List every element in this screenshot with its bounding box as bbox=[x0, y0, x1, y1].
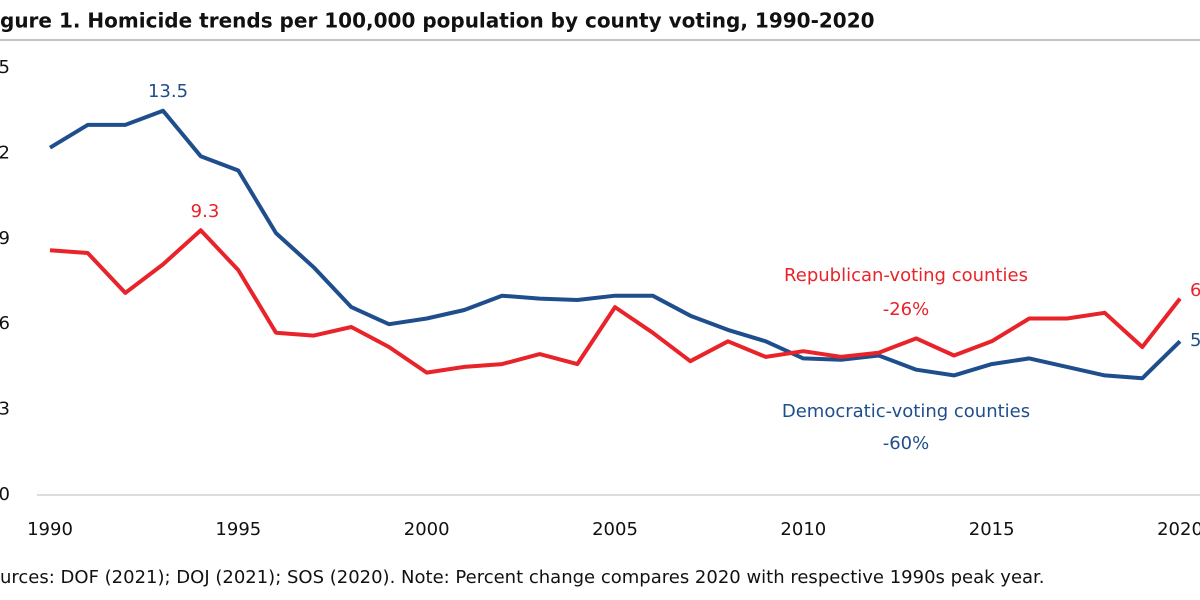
y-tick-label: 0 bbox=[0, 484, 10, 505]
x-tick-label: 2020 bbox=[1157, 519, 1200, 540]
x-tick-label: 2010 bbox=[780, 519, 826, 540]
chart-title: gure 1. Homicide trends per 100,000 popu… bbox=[0, 9, 875, 33]
y-tick-label: 5 bbox=[0, 57, 10, 78]
end-label: 5 bbox=[1190, 330, 1200, 351]
change-label: -26% bbox=[883, 299, 930, 320]
x-tick-label: 2005 bbox=[592, 519, 638, 540]
y-tick-label: 2 bbox=[0, 142, 10, 163]
series-label: Democratic-voting counties bbox=[782, 401, 1030, 422]
end-label: 6 bbox=[1190, 280, 1200, 301]
y-tick-label: 3 bbox=[0, 399, 10, 420]
source-note: urces: DOF (2021); DOJ (2021); SOS (2020… bbox=[0, 567, 1045, 588]
x-tick-label: 2000 bbox=[404, 519, 450, 540]
series-line bbox=[49, 228, 1182, 375]
x-tick-label: 1995 bbox=[215, 519, 261, 540]
x-tick-label: 2015 bbox=[969, 519, 1015, 540]
peak-label: 13.5 bbox=[148, 81, 188, 102]
change-label: -60% bbox=[883, 433, 930, 454]
series-label: Republican-voting counties bbox=[784, 265, 1028, 286]
x-tick-label: 1990 bbox=[27, 519, 73, 540]
series-line bbox=[48, 108, 1182, 381]
peak-label: 9.3 bbox=[191, 201, 220, 222]
y-tick-label: 9 bbox=[0, 228, 10, 249]
y-tick-label: 6 bbox=[0, 313, 10, 334]
